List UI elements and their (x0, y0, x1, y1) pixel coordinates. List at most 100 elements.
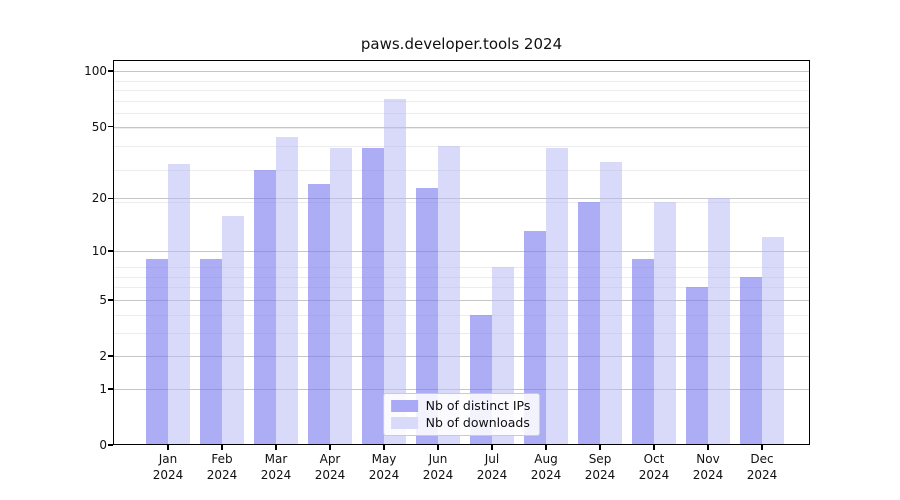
x-tick-mark (545, 445, 547, 450)
x-tick-mark (491, 445, 493, 450)
x-tick-mark (599, 445, 601, 450)
chart-title: paws.developer.tools 2024 (360, 35, 563, 53)
x-tick-label: Feb 2024 (195, 451, 249, 483)
y-tick-mark (108, 444, 113, 446)
x-tick-year: 2024 (206, 468, 238, 482)
x-tick-year: 2024 (530, 468, 562, 482)
y-tick-mark (108, 197, 113, 200)
legend-label-downloads: Nb of downloads (425, 415, 530, 430)
gridline-minor (113, 113, 810, 115)
gridline-minor (113, 169, 810, 171)
bar-nb-of-downloads-aug (546, 148, 568, 445)
x-tick-label: Dec 2024 (735, 451, 789, 483)
bar-nb-of-distinct-ips-jan (146, 258, 168, 445)
gridline-minor (113, 128, 810, 130)
bar-nb-of-distinct-ips-mar (254, 169, 276, 445)
bar-nb-of-downloads-apr (330, 148, 352, 445)
x-tick-mark (761, 445, 763, 450)
bar-nb-of-downloads-may (384, 98, 406, 445)
bar-nb-of-downloads-feb (222, 215, 244, 445)
bar-nb-of-distinct-ips-nov (686, 287, 708, 445)
x-tick-mark (653, 445, 655, 450)
y-tick-label: 50 (91, 119, 107, 134)
bar-nb-of-downloads-jun (438, 146, 460, 445)
bar-nb-of-distinct-ips-dec (740, 276, 762, 445)
y-tick-label: 10 (91, 243, 107, 258)
x-tick-label: Apr 2024 (303, 451, 357, 483)
legend-swatch-downloads (390, 416, 418, 429)
x-tick-label: Mar 2024 (249, 451, 303, 483)
x-tick-mark (383, 445, 385, 450)
x-tick-label: May 2024 (357, 451, 411, 483)
bar-nb-of-distinct-ips-sep (578, 202, 600, 445)
x-tick-label: Jan 2024 (141, 451, 195, 483)
gridline-minor (113, 146, 810, 148)
bar-nb-of-distinct-ips-apr (308, 184, 330, 445)
x-tick-mark (167, 445, 169, 450)
bar-nb-of-distinct-ips-feb (200, 258, 222, 445)
gridline-minor (113, 287, 810, 289)
x-tick-year: 2024 (746, 468, 778, 482)
x-tick-year: 2024 (476, 468, 508, 482)
x-tick-year: 2024 (260, 468, 292, 482)
y-tick-mark (108, 355, 113, 357)
x-tick-label: Jun 2024 (411, 451, 465, 483)
y-tick-mark (108, 388, 113, 390)
x-tick-label: Oct 2024 (627, 451, 681, 483)
legend-item-downloads: Nb of downloads (390, 415, 531, 430)
y-tick-label: 2 (99, 349, 107, 364)
y-tick-label: 1 (99, 381, 107, 396)
gridline-major (113, 356, 810, 358)
gridline-major (113, 126, 810, 128)
x-tick-label: Aug 2024 (519, 451, 573, 483)
gridline-major (113, 198, 810, 200)
bar-nb-of-distinct-ips-may (362, 148, 384, 445)
gridline-minor (113, 90, 810, 92)
legend: Nb of distinct IPs Nb of downloads (382, 393, 541, 436)
x-tick-label: Nov 2024 (681, 451, 735, 483)
y-tick-label: 5 (99, 292, 107, 307)
x-tick-year: 2024 (422, 468, 454, 482)
y-tick-label: 100 (84, 64, 107, 79)
y-tick-label: 0 (99, 438, 107, 452)
bar-nb-of-distinct-ips-oct (632, 258, 654, 445)
x-tick-mark (707, 445, 709, 450)
y-tick-mark (108, 70, 113, 72)
legend-item-distinct-ips: Nb of distinct IPs (390, 398, 531, 413)
x-tick-mark (275, 445, 277, 450)
y-tick-mark (108, 125, 113, 128)
bar-nb-of-downloads-mar (276, 136, 298, 445)
bar-nb-of-downloads-jan (168, 164, 190, 445)
x-tick-year: 2024 (152, 468, 184, 482)
gridline-minor (113, 202, 810, 204)
bar-nb-of-downloads-dec (762, 237, 784, 445)
legend-label-distinct-ips: Nb of distinct IPs (425, 398, 531, 413)
y-tick-label: 20 (91, 191, 107, 206)
x-tick-year: 2024 (584, 468, 616, 482)
x-tick-year: 2024 (692, 468, 724, 482)
gridline-major (113, 250, 810, 252)
legend-swatch-distinct-ips (390, 399, 418, 412)
gridline-major (113, 388, 810, 390)
gridline-minor (113, 314, 810, 316)
bar-nb-of-distinct-ips-jun (416, 187, 438, 445)
x-tick-mark (437, 445, 439, 450)
bar-nb-of-downloads-nov (708, 198, 730, 445)
x-tick-year: 2024 (314, 468, 346, 482)
bar-nb-of-distinct-ips-aug (524, 231, 546, 445)
x-tick-year: 2024 (368, 468, 400, 482)
bar-nb-of-downloads-oct (654, 202, 676, 445)
x-tick-label: Jul 2024 (465, 451, 519, 483)
y-tick-mark (108, 250, 113, 252)
x-tick-year: 2024 (638, 468, 670, 482)
gridline-minor (113, 267, 810, 269)
x-tick-label: Sep 2024 (573, 451, 627, 483)
x-tick-mark (221, 445, 223, 450)
gridline-major (113, 71, 810, 73)
gridline-minor (113, 332, 810, 334)
gridline-minor (113, 276, 810, 278)
x-tick-mark (329, 445, 331, 450)
gridline-major (113, 299, 810, 301)
gridline-minor (113, 80, 810, 82)
